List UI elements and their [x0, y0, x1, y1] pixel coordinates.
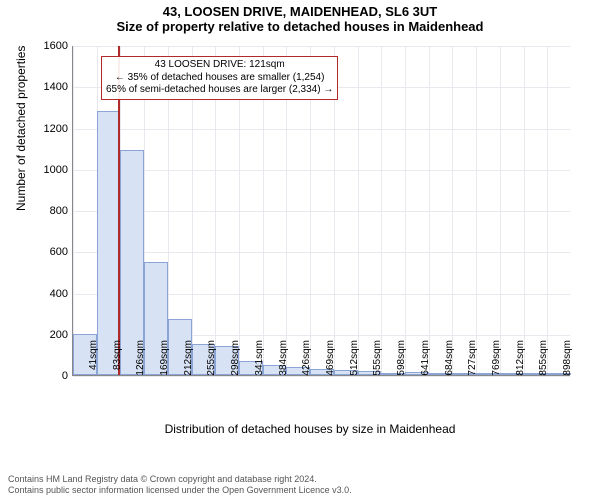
x-tick-label: 83sqm [112, 340, 123, 380]
x-tick-label: 426sqm [301, 340, 312, 380]
y-tick-label: 400 [28, 288, 68, 300]
gridline-v [358, 46, 359, 375]
x-tick-label: 727sqm [467, 340, 478, 380]
gridline-v [429, 46, 430, 375]
gridline-v [381, 46, 382, 375]
x-tick-label: 169sqm [159, 340, 170, 380]
x-tick-label: 684sqm [444, 340, 455, 380]
x-tick-label: 812sqm [515, 340, 526, 380]
gridline-h [73, 252, 570, 253]
caption-line1: Contains HM Land Registry data © Crown c… [8, 474, 352, 485]
annotation-box: 43 LOOSEN DRIVE: 121sqm← 35% of detached… [101, 56, 338, 100]
x-tick-label: 341sqm [254, 340, 265, 380]
gridline-h [73, 129, 570, 130]
caption-line2: Contains public sector information licen… [8, 485, 352, 496]
y-tick-label: 1400 [28, 81, 68, 93]
x-tick-label: 298sqm [230, 340, 241, 380]
gridline-h [73, 211, 570, 212]
x-tick-label: 41sqm [88, 340, 99, 380]
plot-area: 43 LOOSEN DRIVE: 121sqm← 35% of detached… [72, 46, 570, 376]
x-tick-label: 512sqm [349, 340, 360, 380]
gridline-v [452, 46, 453, 375]
gridline-v [476, 46, 477, 375]
x-tick-label: 641sqm [420, 340, 431, 380]
title-address: 43, LOOSEN DRIVE, MAIDENHEAD, SL6 3UT [0, 4, 600, 19]
gridline-v [73, 46, 74, 375]
gridline-v [405, 46, 406, 375]
x-tick-label: 898sqm [562, 340, 573, 380]
title-subtitle: Size of property relative to detached ho… [0, 19, 600, 34]
gridline-v [524, 46, 525, 375]
gridline-v [500, 46, 501, 375]
y-tick-label: 600 [28, 246, 68, 258]
x-tick-label: 126sqm [135, 340, 146, 380]
y-axis-label: Number of detached properties [14, 46, 28, 211]
y-tick-label: 1000 [28, 164, 68, 176]
gridline-h [73, 46, 570, 47]
x-axis-label: Distribution of detached houses by size … [50, 422, 570, 436]
y-tick-label: 1200 [28, 123, 68, 135]
x-tick-label: 855sqm [538, 340, 549, 380]
x-tick-label: 598sqm [396, 340, 407, 380]
x-tick-label: 469sqm [325, 340, 336, 380]
annotation-line: 43 LOOSEN DRIVE: 121sqm [106, 59, 333, 72]
gridline-h [73, 170, 570, 171]
chart-title-block: 43, LOOSEN DRIVE, MAIDENHEAD, SL6 3UT Si… [0, 0, 600, 34]
x-tick-label: 255sqm [206, 340, 217, 380]
source-caption: Contains HM Land Registry data © Crown c… [8, 474, 352, 496]
y-tick-label: 800 [28, 205, 68, 217]
gridline-v [547, 46, 548, 375]
y-tick-label: 200 [28, 329, 68, 341]
histogram-bar [97, 111, 121, 375]
annotation-line: 65% of semi-detached houses are larger (… [106, 84, 333, 97]
x-tick-label: 384sqm [278, 340, 289, 380]
y-tick-label: 1600 [28, 40, 68, 52]
y-tick-label: 0 [28, 370, 68, 382]
x-tick-label: 555sqm [372, 340, 383, 380]
annotation-line: ← 35% of detached houses are smaller (1,… [106, 72, 333, 85]
x-tick-label: 769sqm [491, 340, 502, 380]
histogram-chart: 43 LOOSEN DRIVE: 121sqm← 35% of detached… [50, 46, 570, 416]
x-tick-label: 212sqm [183, 340, 194, 380]
